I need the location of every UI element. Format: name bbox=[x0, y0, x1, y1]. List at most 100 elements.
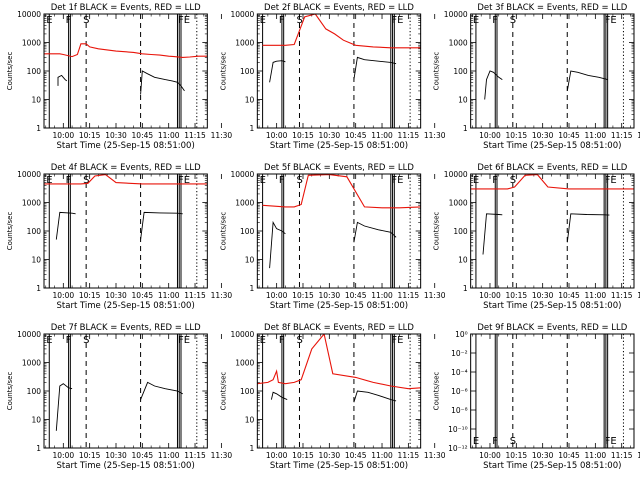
events-series-line bbox=[140, 381, 183, 400]
y-tick-label: 1 bbox=[463, 284, 468, 293]
lld-series-line bbox=[257, 334, 421, 390]
plot-frame bbox=[43, 333, 208, 449]
events-series-line bbox=[55, 383, 73, 431]
x-tick-label: 10:30 bbox=[319, 451, 341, 460]
y-tick-label: 100 bbox=[453, 67, 468, 76]
x-tick-label: 10:30 bbox=[319, 131, 341, 140]
marker-label: FE bbox=[178, 335, 190, 346]
events-series-line bbox=[140, 70, 185, 95]
lld-series-line bbox=[44, 43, 208, 58]
x-tick-label: 10:30 bbox=[532, 451, 554, 460]
x-axis-label: Start Time (25-Sep-15 08:51:00) bbox=[57, 301, 195, 311]
x-tick-label: 11:30 bbox=[424, 291, 446, 300]
marker-label: FE bbox=[391, 175, 403, 186]
y-tick-label: 10⁻⁸ bbox=[451, 406, 468, 415]
marker-label: FE bbox=[391, 15, 403, 26]
x-tick-label: 11:15 bbox=[611, 291, 633, 300]
x-tick-label: 11:00 bbox=[371, 451, 393, 460]
plot-frame bbox=[256, 333, 422, 449]
marker-label: S bbox=[510, 175, 516, 186]
marker-label: F bbox=[66, 175, 72, 186]
panel-det-9: Det 9f BLACK = Events, RED = LLD 10⁰ 10⁻² 1… bbox=[433, 323, 640, 471]
y-tick-label: 1000 bbox=[22, 199, 41, 208]
lld-series-line bbox=[262, 174, 421, 209]
x-tick-label: 11:00 bbox=[158, 131, 180, 140]
panel-title: Det 8f BLACK = Events, RED = LLD bbox=[264, 323, 414, 333]
y-tick-label: 10⁰ bbox=[455, 330, 468, 339]
x-tick-label: 11:15 bbox=[398, 291, 420, 300]
marker-label: FE bbox=[178, 15, 190, 26]
marker-label: E bbox=[473, 175, 479, 186]
x-tick-label: 11:00 bbox=[585, 451, 607, 460]
x-axis-label: Start Time (25-Sep-15 08:51:00) bbox=[270, 461, 408, 471]
y-tick-label: 100 bbox=[240, 67, 255, 76]
y-tick-label: 1000 bbox=[235, 359, 254, 368]
panel-det-6: Det 6f BLACK = Events, RED = LLD 1 10 100 10… bbox=[433, 163, 640, 311]
x-axis-label: Start Time (25-Sep-15 08:51:00) bbox=[270, 141, 408, 151]
events-series-line bbox=[353, 390, 397, 403]
y-tick-label: 10000 bbox=[17, 10, 41, 19]
marker-label: S bbox=[83, 335, 89, 346]
events-series-line bbox=[484, 70, 503, 100]
marker-label: F bbox=[279, 335, 285, 346]
x-tick-label: 11:00 bbox=[371, 131, 393, 140]
y-tick-label: 1000 bbox=[22, 39, 41, 48]
x-tick-label: 10:00 bbox=[53, 451, 75, 460]
x-tick-label: 10:45 bbox=[132, 451, 154, 460]
marker-label: F bbox=[279, 175, 285, 186]
x-tick-label: 11:15 bbox=[184, 291, 206, 300]
x-tick-label: 11:30 bbox=[211, 451, 233, 460]
x-tick-label: 11:15 bbox=[398, 451, 420, 460]
x-axis-label: Start Time (25-Sep-15 08:51:00) bbox=[270, 301, 408, 311]
events-series-line bbox=[353, 221, 397, 243]
x-tick-label: 10:45 bbox=[345, 451, 367, 460]
x-tick-label: 10:15 bbox=[79, 291, 101, 300]
panel-title: Det 5f BLACK = Events, RED = LLD bbox=[264, 163, 414, 173]
marker-label: F bbox=[492, 436, 498, 447]
x-tick-label: 10:00 bbox=[479, 131, 501, 140]
y-tick-label: 10000 bbox=[230, 330, 254, 339]
y-tick-label: 10000 bbox=[17, 170, 41, 179]
y-tick-label: 1000 bbox=[235, 39, 254, 48]
x-tick-label: 11:00 bbox=[585, 131, 607, 140]
events-series-line bbox=[269, 60, 286, 83]
x-tick-label: 10:15 bbox=[292, 291, 314, 300]
x-tick-label: 10:15 bbox=[506, 131, 528, 140]
panel-det-5: Det 5f BLACK = Events, RED = LLD 1 10 100 10… bbox=[219, 163, 445, 311]
events-series-line bbox=[57, 74, 68, 86]
x-tick-label: 10:15 bbox=[506, 451, 528, 460]
y-tick-label: 1 bbox=[36, 444, 41, 453]
x-axis-label: Start Time (25-Sep-15 08:51:00) bbox=[57, 141, 195, 151]
marker-label: E bbox=[46, 175, 52, 186]
panel-det-7: Det 7f BLACK = Events, RED = LLD 1 10 100 10… bbox=[6, 323, 232, 471]
x-axis-label: Start Time (25-Sep-15 08:51:00) bbox=[57, 461, 195, 471]
x-tick-label: 11:30 bbox=[637, 451, 640, 460]
x-tick-label: 11:00 bbox=[158, 291, 180, 300]
y-tick-label: 100 bbox=[240, 387, 255, 396]
events-series-line bbox=[55, 211, 76, 240]
y-tick-label: 1 bbox=[36, 284, 41, 293]
x-tick-label: 10:45 bbox=[558, 291, 580, 300]
plot-frame bbox=[470, 333, 635, 449]
x-tick-label: 10:15 bbox=[292, 451, 314, 460]
panel-title: Det 6f BLACK = Events, RED = LLD bbox=[477, 163, 627, 173]
x-axis-label: Start Time (25-Sep-15 08:51:00) bbox=[483, 461, 621, 471]
y-axis-label: Counts/sec bbox=[433, 212, 441, 251]
x-tick-label: 10:45 bbox=[345, 131, 367, 140]
panel-title: Det 1f BLACK = Events, RED = LLD bbox=[51, 3, 201, 13]
x-tick-label: 11:30 bbox=[637, 131, 640, 140]
panel-det-1: Det 1f BLACK = Events, RED = LLD 1 10 100 10… bbox=[6, 3, 232, 151]
x-tick-label: 10:30 bbox=[532, 131, 554, 140]
x-tick-label: 10:45 bbox=[345, 291, 367, 300]
marker-label: S bbox=[510, 15, 516, 26]
marker-label: S bbox=[83, 175, 89, 186]
y-axis-label: Counts/sec bbox=[219, 212, 227, 251]
events-series-line bbox=[353, 56, 397, 80]
y-tick-label: 1 bbox=[250, 124, 255, 133]
events-series-line bbox=[269, 220, 286, 269]
y-tick-label: 10000 bbox=[444, 10, 468, 19]
marker-label: FE bbox=[605, 436, 617, 447]
x-tick-label: 11:00 bbox=[371, 291, 393, 300]
y-tick-label: 10 bbox=[31, 96, 41, 105]
